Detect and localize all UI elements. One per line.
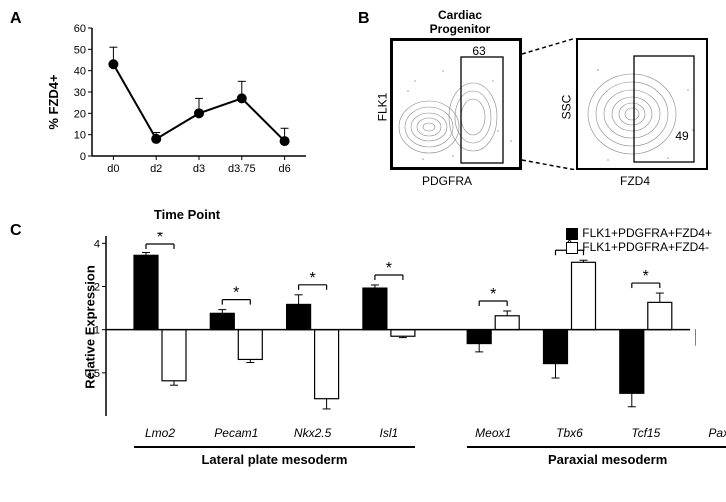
facs-plot-1: 63 bbox=[390, 38, 522, 170]
group-label: Paraxial mesoderm bbox=[528, 452, 688, 467]
svg-text:40: 40 bbox=[74, 66, 86, 78]
svg-text:*: * bbox=[643, 268, 649, 285]
svg-text:*: * bbox=[157, 232, 163, 246]
legend-swatch-neg bbox=[566, 242, 578, 254]
svg-text:10: 10 bbox=[74, 130, 86, 142]
svg-text:20: 20 bbox=[74, 108, 86, 120]
gene-label: Pax1 bbox=[708, 426, 726, 440]
group-line bbox=[134, 446, 415, 448]
group-label: Lateral plate mesoderm bbox=[194, 452, 354, 467]
group-line bbox=[467, 446, 726, 448]
facs-plot-2-svg: 49 bbox=[578, 40, 710, 172]
gene-label: Lmo2 bbox=[145, 426, 175, 440]
svg-text:50: 50 bbox=[74, 44, 86, 56]
gate-value-1: 63 bbox=[472, 44, 486, 58]
svg-text:*: * bbox=[309, 270, 315, 287]
bar-chart-c: 0.5124******** Relative Expression bbox=[76, 232, 696, 422]
panel-c: 0.5124******** Relative Expression FLK1+… bbox=[18, 222, 718, 488]
legend-item-neg: FLK1+PDGFRA+FZD4- bbox=[566, 240, 712, 254]
line-chart-a: 0102030405060d0d2d3d3.75d6 % FZD4+ Time … bbox=[62, 22, 312, 182]
facs-title: Cardiac Progenitor bbox=[410, 8, 510, 36]
gene-label: Pecam1 bbox=[214, 426, 258, 440]
svg-text:60: 60 bbox=[74, 23, 86, 35]
facs-2-ylab: SSC bbox=[559, 95, 573, 120]
legend-item-pos: FLK1+PDGFRA+FZD4+ bbox=[566, 226, 712, 240]
y-axis-label-a: % FZD4+ bbox=[46, 74, 61, 129]
y-axis-label-c: Relative Expression bbox=[82, 265, 97, 389]
gene-label: Isl1 bbox=[380, 426, 399, 440]
gene-label: Tbx6 bbox=[556, 426, 583, 440]
gene-label: Tcf15 bbox=[631, 426, 660, 440]
legend-text-pos: FLK1+PDGFRA+FZD4+ bbox=[582, 226, 712, 240]
facs-1-ylab: FLK1 bbox=[375, 93, 389, 122]
gate-value-2: 49 bbox=[675, 129, 689, 143]
svg-text:0: 0 bbox=[80, 151, 86, 163]
svg-text:30: 30 bbox=[74, 87, 86, 99]
facs-plot-2: 49 bbox=[576, 38, 708, 170]
line-chart-svg: 0 10 20 30 40 50 60 d0 d2 d3 d3.75 d6 bbox=[62, 22, 312, 182]
figure: A 0102030405060d0d2d3d3.75d6 % FZD4+ Tim… bbox=[10, 10, 716, 492]
gene-label: Nkx2.5 bbox=[294, 426, 331, 440]
facs-2-xlab: FZD4 bbox=[620, 174, 650, 188]
gene-label: Meox1 bbox=[475, 426, 511, 440]
svg-text:d3.75: d3.75 bbox=[228, 163, 256, 175]
svg-text:d6: d6 bbox=[278, 163, 290, 175]
legend-text-neg: FLK1+PDGFRA+FZD4- bbox=[582, 240, 709, 254]
svg-text:d3: d3 bbox=[193, 163, 205, 175]
svg-text:*: * bbox=[386, 260, 392, 277]
panel-a: 0102030405060d0d2d3d3.75d6 % FZD4+ Time … bbox=[18, 10, 328, 200]
bar-chart-svg: 0.5124******** bbox=[76, 232, 696, 422]
x-axis-label-a: Time Point bbox=[154, 207, 220, 222]
svg-text:*: * bbox=[490, 286, 496, 303]
svg-text:*: * bbox=[233, 285, 239, 302]
facs-1-xlab: PDGFRA bbox=[422, 174, 472, 188]
legend-swatch-pos bbox=[566, 228, 578, 240]
svg-text:d0: d0 bbox=[107, 163, 119, 175]
facs-plot-1-svg: 63 bbox=[393, 41, 525, 173]
svg-text:d2: d2 bbox=[150, 163, 162, 175]
svg-text:4: 4 bbox=[94, 238, 100, 250]
legend: FLK1+PDGFRA+FZD4+ FLK1+PDGFRA+FZD4- bbox=[566, 226, 712, 254]
panel-b: Cardiac Progenitor 63 bbox=[366, 10, 716, 200]
